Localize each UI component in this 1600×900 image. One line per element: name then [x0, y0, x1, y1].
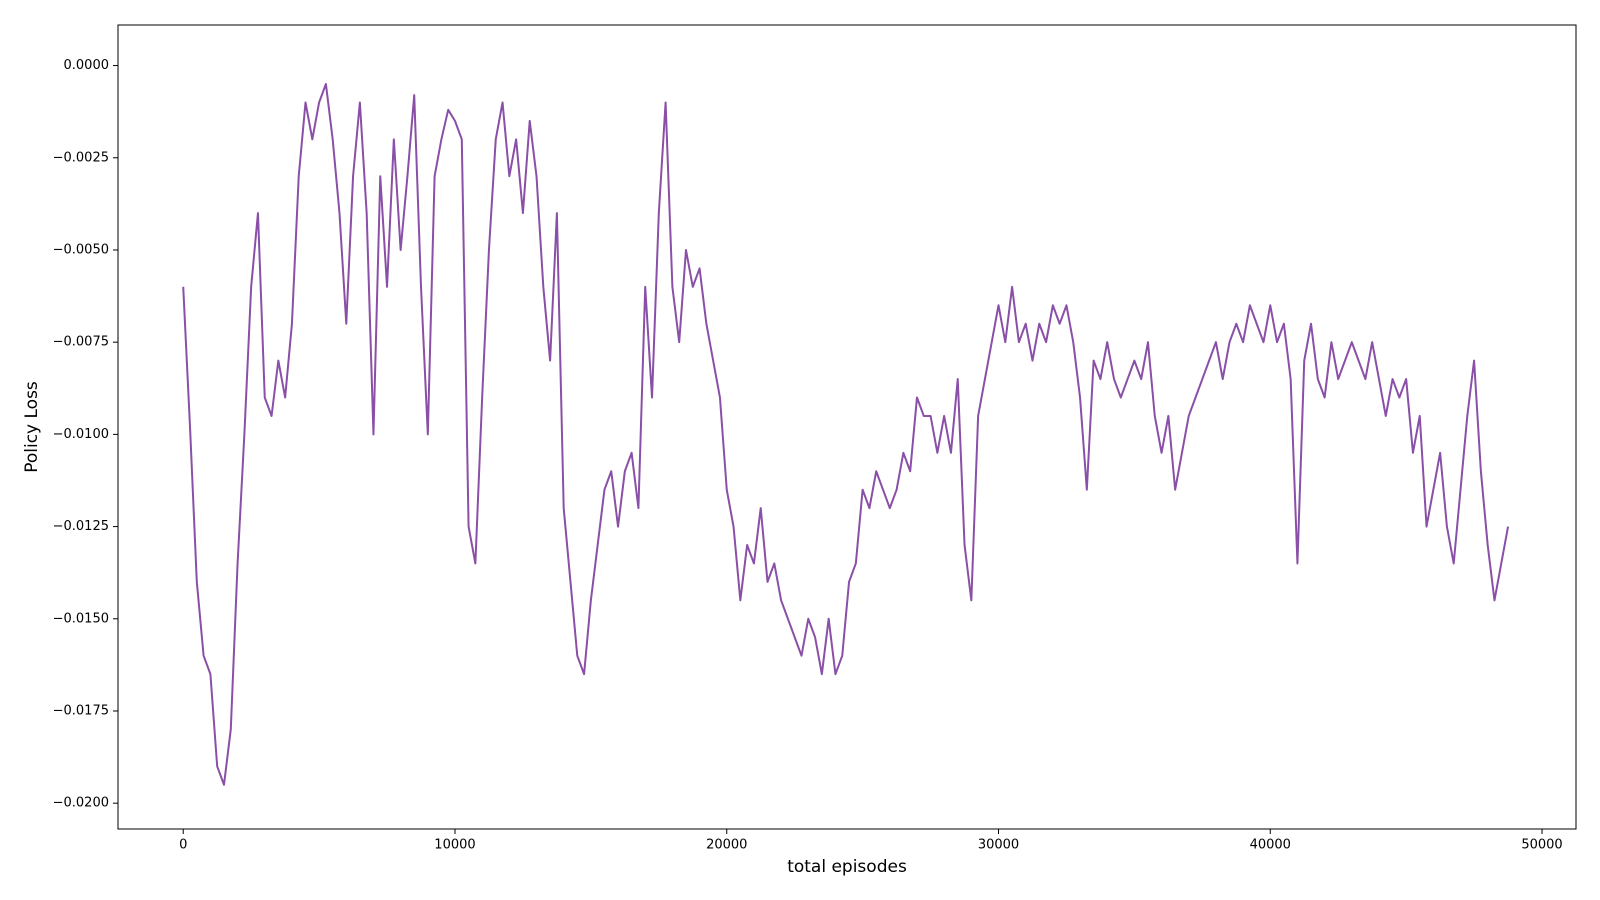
y-tick-label: −0.0075	[53, 335, 109, 350]
y-tick-label: −0.0200	[53, 796, 109, 811]
data-line	[182, 83, 1510, 786]
x-tick-label: 30000	[978, 838, 1019, 853]
y-tick-label: −0.0175	[53, 703, 109, 718]
y-tick-label: −0.0100	[53, 427, 109, 442]
y-tick-label: −0.0050	[53, 242, 109, 257]
y-axis-title: Policy Loss	[22, 381, 42, 473]
x-tick-label: 10000	[434, 838, 475, 853]
y-tick-label: −0.0125	[53, 519, 109, 534]
y-tick-label: −0.0150	[53, 611, 109, 626]
x-tick-label: 0	[179, 838, 187, 853]
y-tick-label: −0.0025	[53, 150, 109, 165]
x-tick-label: 50000	[1521, 838, 1562, 853]
x-tick-label: 40000	[1250, 838, 1291, 853]
y-tick-label: 0.0000	[64, 58, 110, 73]
x-axis-title: total episodes	[787, 857, 907, 877]
x-tick-label: 20000	[706, 838, 747, 853]
plot-frame	[117, 24, 1577, 830]
